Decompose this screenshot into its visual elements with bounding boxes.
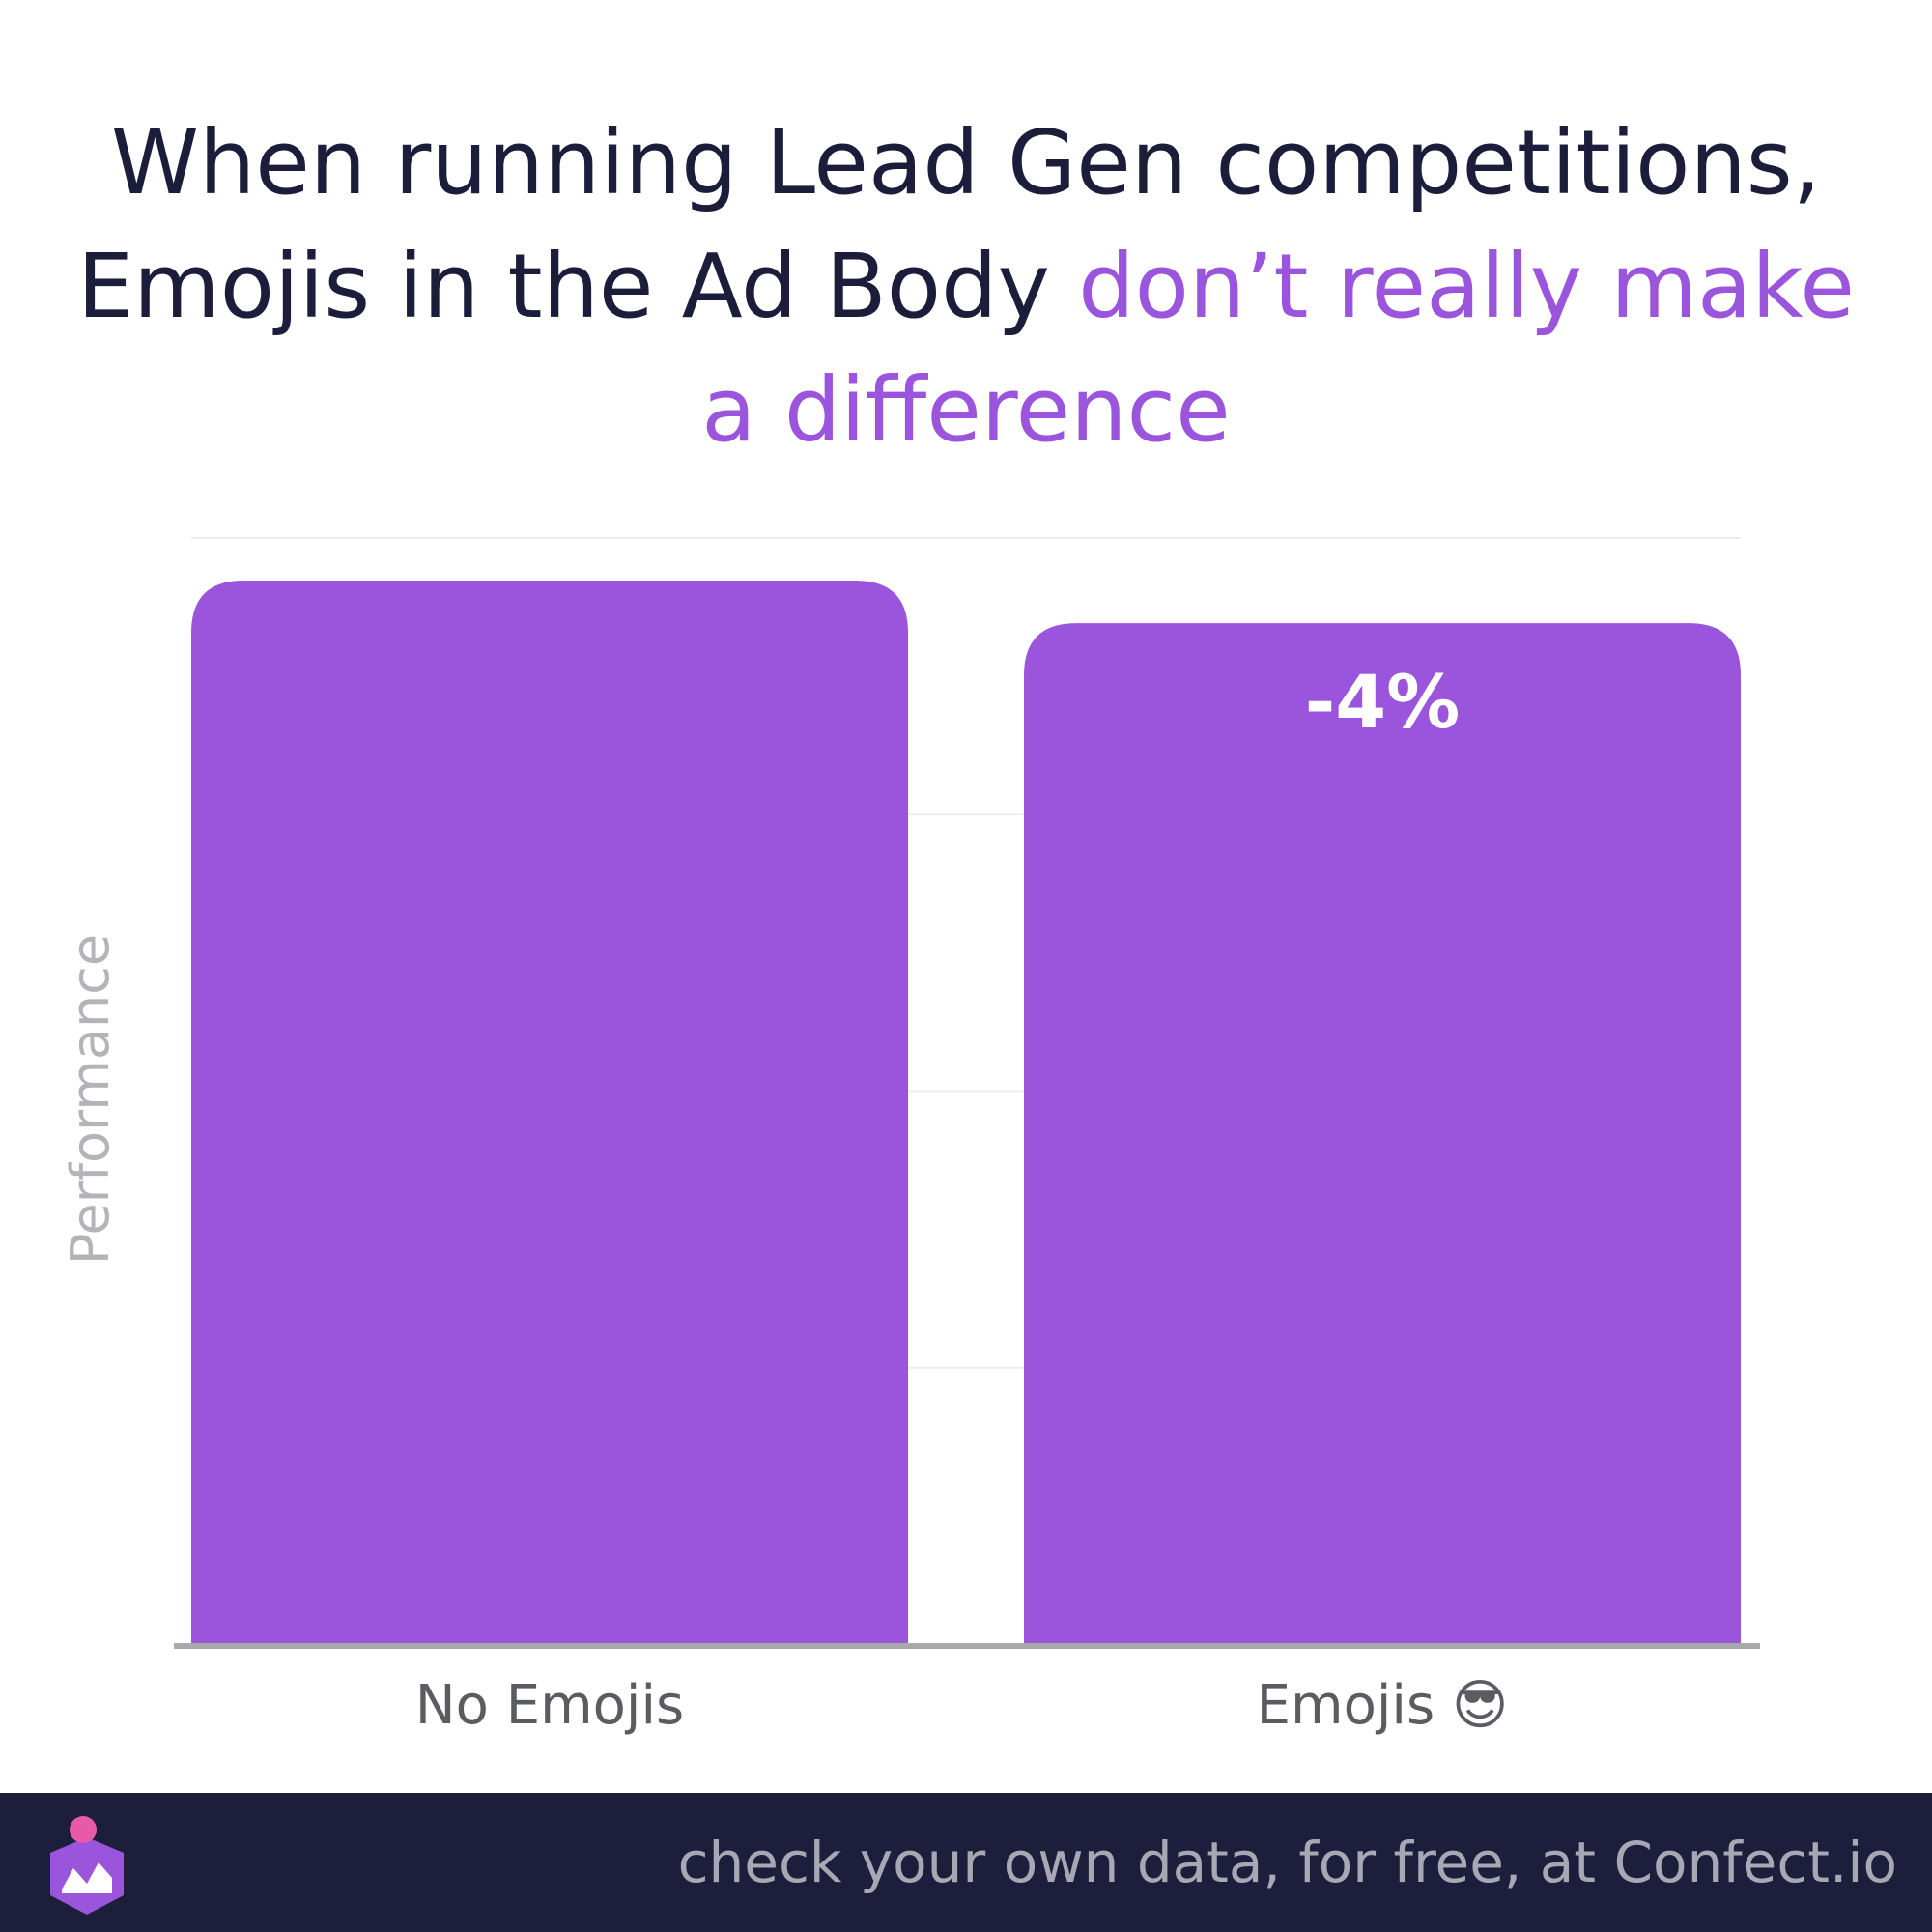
y-axis-label: Performance <box>60 934 121 1264</box>
title-part2: Emojis in the Ad Body <box>77 235 1050 338</box>
bar-0 <box>191 581 908 1644</box>
x-tick-label-1: Emojis 😎 <box>1257 1674 1509 1737</box>
bar-chart: No Emojis Emojis 😎 -4% Performance <box>60 537 1760 1737</box>
chart-title: When running Lead Gen competitions, Emoji… <box>39 101 1893 472</box>
footer-banner: check your own data, for free, at Confec… <box>0 1793 1932 1932</box>
confect-logo-icon[interactable] <box>39 1814 135 1920</box>
footer-text[interactable]: check your own data, for free, at Confec… <box>677 1830 1897 1895</box>
title-part1: When running Lead Gen competitions, <box>111 111 1821 214</box>
data-label-1: -4% <box>1305 659 1461 745</box>
x-tick-label-0: No Emojis <box>415 1674 684 1737</box>
bar-1 <box>1024 623 1741 1644</box>
title-highlight: don’t really make a difference <box>701 235 1855 462</box>
